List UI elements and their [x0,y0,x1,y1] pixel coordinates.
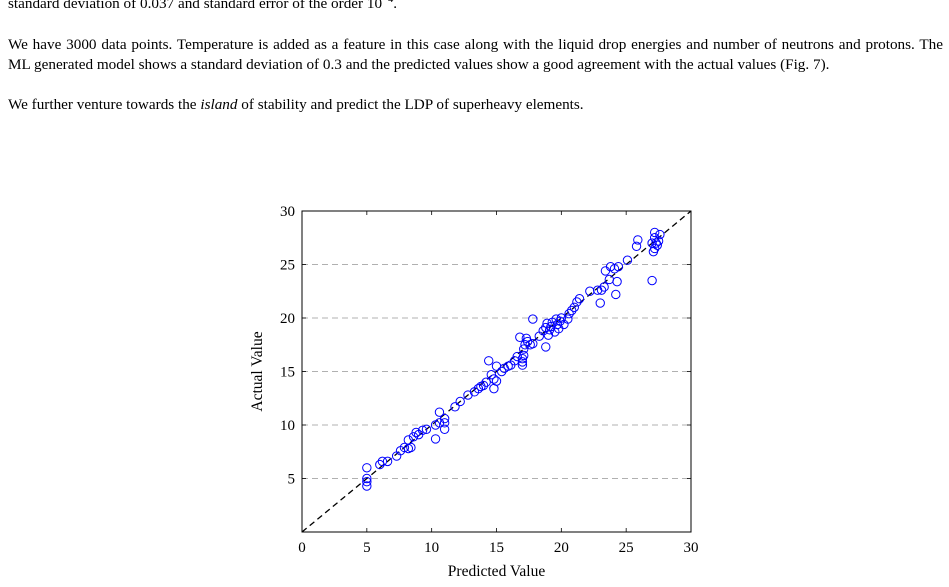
data-point [377,456,388,467]
data-point [631,241,642,252]
data-point [489,374,499,384]
paragraph-data-points: We have 3000 data points. Temperature is… [8,36,943,73]
data-point [434,407,445,417]
data-point [421,424,432,434]
data-point [519,350,529,361]
data-point [564,309,574,319]
data-point [430,434,441,444]
data-point [567,305,577,316]
data-point [556,313,567,323]
y-tick-label: 5 [288,472,296,488]
superscript: −4 [382,0,393,5]
y-tick-label: 25 [280,258,295,274]
data-point [649,227,660,238]
data-point [362,481,372,491]
paragraph-island-of-stability: We further venture towards the island of… [8,95,943,115]
data-point [362,477,372,487]
data-point [411,427,421,438]
x-tick-label: 15 [489,540,504,556]
data-point [655,229,665,240]
x-tick-label: 0 [298,540,306,556]
data-point [541,342,551,352]
emphasis-island: island [200,96,238,113]
data-point [439,413,450,424]
y-tick-label: 15 [280,365,295,381]
data-point [572,297,582,307]
x-tick-label: 20 [554,540,569,556]
y-axis-label: Actual Value [249,331,266,411]
x-axis-label: Predicted Value [448,563,546,580]
data-point [473,383,484,394]
data-point [613,261,624,272]
data-point [496,366,507,377]
axis-ticks: 0 5 10 15 20 25 30 5 10 15 20 25 30 [280,204,699,556]
data-point [417,425,428,436]
x-tick-label: 5 [363,540,371,556]
data-point [455,396,465,407]
paragraph-std-error: standard deviation of 0.037 and standard… [8,0,943,14]
paragraph-end: . [393,0,398,12]
data-point [478,380,489,391]
paragraph-text: We further venture towards the [8,96,201,113]
data-point [450,402,460,412]
data-point [574,294,585,304]
data-point [612,276,622,287]
x-tick-label: 25 [619,540,634,556]
data-point [520,340,530,350]
x-tick-label: 10 [424,540,439,556]
data-point [528,338,538,349]
data-point [399,442,410,453]
data-point [512,351,522,362]
data-point [484,356,494,366]
data-point [362,463,372,473]
data-point [563,314,573,324]
y-tick-label: 20 [280,311,295,327]
data-point [611,289,621,300]
data-point [604,274,615,285]
data-point [622,255,633,265]
data-point [439,424,450,434]
data-point [649,243,660,254]
data-point [585,286,595,296]
data-point [439,418,450,428]
data-point [481,377,491,387]
data-point [633,235,643,245]
x-tick-label: 30 [684,540,699,556]
data-point [519,344,529,354]
data-point [517,360,528,370]
data-point [600,266,611,276]
data-point [403,435,414,445]
data-point [599,282,609,292]
paragraph-text: standard deviation of 0.037 and standard… [8,0,383,12]
data-point [596,285,607,295]
paragraph-text: of stability and predict the LDP of supe… [237,96,584,113]
data-points [362,227,665,491]
data-point [522,336,533,347]
data-point [491,361,502,371]
data-point [569,302,579,313]
data-point [651,238,661,248]
data-point [653,236,664,246]
data-point [362,473,372,484]
data-point [652,240,662,250]
data-point [528,314,538,324]
data-point [517,357,528,367]
data-point [647,275,657,286]
data-point [543,330,554,340]
data-point [515,332,525,342]
y-tick-label: 30 [280,204,295,220]
data-point [375,459,385,470]
data-point [382,456,393,467]
data-point [491,376,502,386]
data-point [595,298,605,308]
y-tick-label: 10 [280,418,295,434]
